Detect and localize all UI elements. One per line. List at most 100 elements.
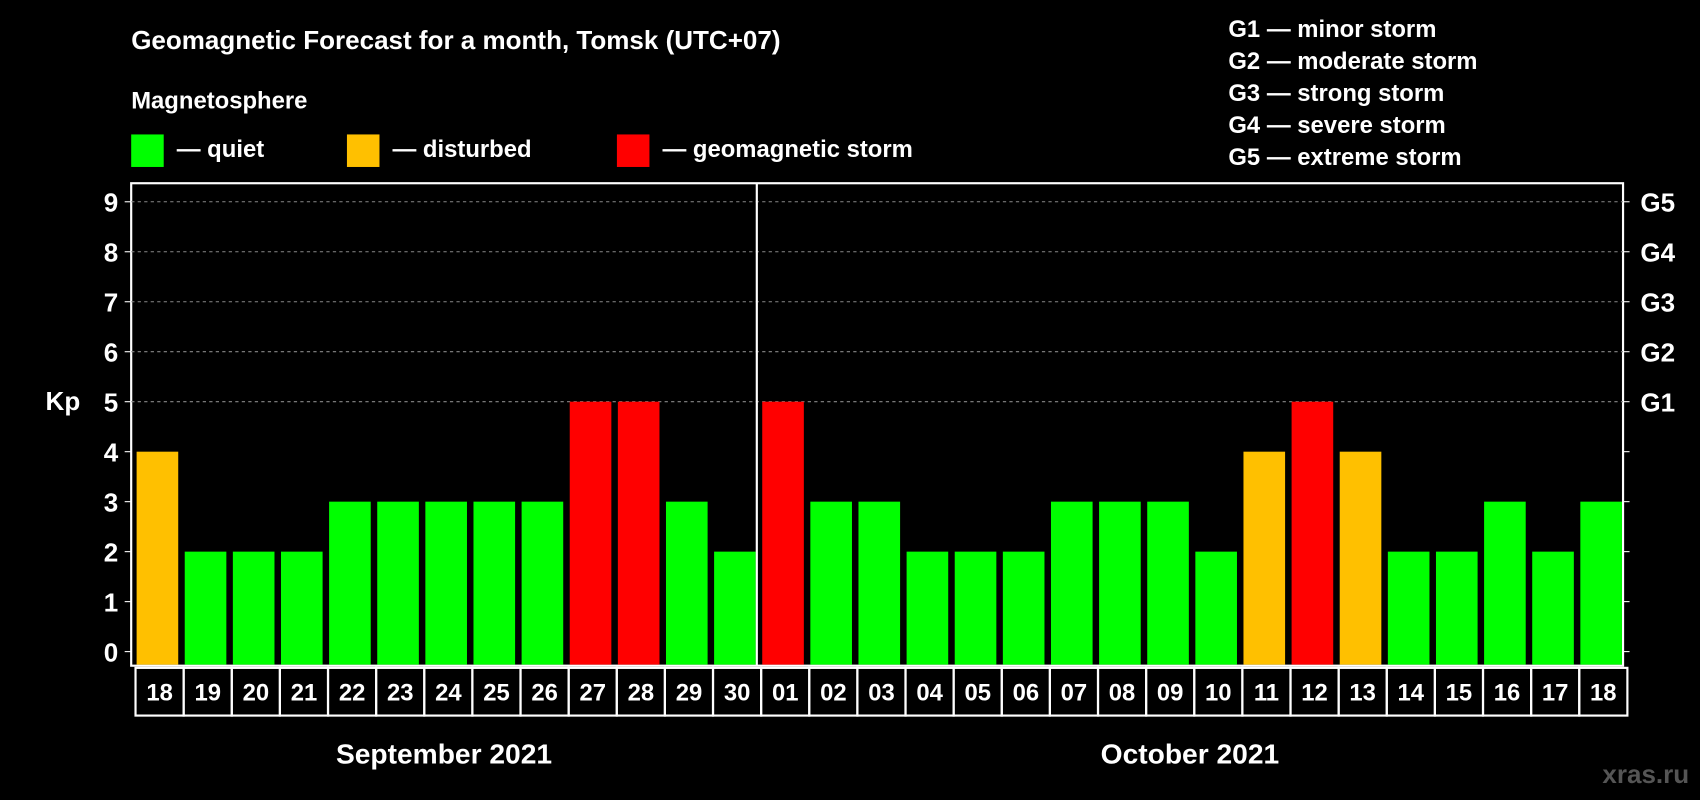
x-tick-label: 17 xyxy=(1542,679,1569,706)
bar-02 xyxy=(810,501,852,665)
y-axis-label: Kp xyxy=(46,386,81,416)
legend-label: — geomagnetic storm xyxy=(662,136,912,163)
bar-04 xyxy=(906,551,949,665)
legend-swatch xyxy=(346,134,380,167)
y-tick-label: 9 xyxy=(104,188,118,218)
right-tick-label: G1 xyxy=(1640,387,1675,417)
x-tick-label: 25 xyxy=(483,679,510,706)
legend-swatch xyxy=(616,134,650,167)
bar-01 xyxy=(762,401,804,665)
x-tick-label: 03 xyxy=(868,679,895,706)
storm-scale-item: G3 — strong storm xyxy=(1228,80,1444,107)
x-tick-label: 15 xyxy=(1446,679,1473,706)
x-tick-label: 20 xyxy=(243,679,270,706)
y-tick-label: 5 xyxy=(104,387,118,417)
watermark: xras.ru xyxy=(1602,759,1689,789)
storm-scale-item: G2 — moderate storm xyxy=(1228,48,1477,75)
bar-25 xyxy=(473,501,516,665)
right-tick-label: G5 xyxy=(1640,188,1675,218)
x-tick-label: 26 xyxy=(531,679,558,706)
x-tick-label: 16 xyxy=(1494,679,1521,706)
storm-scale-item: G4 — severe storm xyxy=(1228,112,1445,139)
x-tick-label: 22 xyxy=(339,679,366,706)
bar-20 xyxy=(232,551,275,665)
right-tick-label: G2 xyxy=(1640,337,1675,367)
bar-18 xyxy=(1580,501,1622,665)
bar-13 xyxy=(1339,451,1382,665)
bar-26 xyxy=(521,501,564,665)
y-tick-label: 3 xyxy=(104,487,118,517)
bar-15 xyxy=(1435,551,1478,665)
x-tick-label: 01 xyxy=(772,679,799,706)
right-tick-label: G3 xyxy=(1640,287,1675,317)
x-tick-label: 05 xyxy=(964,679,991,706)
x-tick-label: 04 xyxy=(916,679,943,706)
x-tick-label: 18 xyxy=(146,679,173,706)
chart-subtitle: Magnetosphere xyxy=(131,87,307,114)
x-tick-label: 27 xyxy=(579,679,606,706)
bar-21 xyxy=(280,551,323,665)
bar-05 xyxy=(954,551,997,665)
bar-08 xyxy=(1099,501,1141,665)
y-tick-label: 0 xyxy=(104,637,118,667)
right-tick-label: G4 xyxy=(1640,238,1675,268)
x-tick-label: 06 xyxy=(1013,679,1040,706)
bar-07 xyxy=(1050,501,1093,665)
plot-frame xyxy=(130,182,1625,667)
x-tick-label: 21 xyxy=(291,679,318,706)
x-tick-label: 09 xyxy=(1157,679,1184,706)
bar-18 xyxy=(136,451,179,665)
bar-10 xyxy=(1195,551,1237,665)
y-tick-label: 1 xyxy=(104,587,118,617)
x-tick-label: 14 xyxy=(1398,679,1425,706)
storm-scale-item: G1 — minor storm xyxy=(1228,16,1436,43)
bar-29 xyxy=(665,501,708,665)
x-tick-label: 12 xyxy=(1301,679,1328,706)
legend: — quiet — disturbed — geomagnetic storm xyxy=(131,134,913,167)
legend-swatch xyxy=(131,134,164,167)
date-cell xyxy=(1578,666,1629,717)
bar-23 xyxy=(377,501,419,665)
bar-30 xyxy=(714,551,756,665)
storm-scale-item: G5 — extreme storm xyxy=(1228,144,1461,171)
x-tick-label: 18 xyxy=(1590,679,1617,706)
bar-09 xyxy=(1147,501,1189,665)
bar-16 xyxy=(1484,501,1526,665)
x-tick-label: 24 xyxy=(435,679,462,706)
x-tick-label: 30 xyxy=(724,679,751,706)
bar-17 xyxy=(1532,551,1574,665)
x-tick-label: 28 xyxy=(628,679,655,706)
x-tick-label: 10 xyxy=(1205,679,1232,706)
y-tick-label: 8 xyxy=(104,238,118,268)
y-tick-label: 2 xyxy=(104,537,118,567)
y-tick-label: 6 xyxy=(104,337,118,367)
bar-03 xyxy=(858,501,901,665)
bar-24 xyxy=(425,501,467,665)
x-tick-label: 02 xyxy=(820,679,847,706)
bar-28 xyxy=(617,401,660,665)
x-tick-label: 13 xyxy=(1349,679,1376,706)
y-tick-label: 4 xyxy=(104,437,119,467)
x-tick-label: 23 xyxy=(387,679,414,706)
month-label: September 2021 xyxy=(336,737,552,769)
bar-11 xyxy=(1243,451,1286,665)
x-tick-label: 19 xyxy=(194,679,221,706)
bar-12 xyxy=(1291,401,1334,665)
x-tick-label: 08 xyxy=(1109,679,1136,706)
storm-scale-legend: G1 — minor storm G2 — moderate storm G3 — … xyxy=(1228,16,1477,171)
legend-label: — quiet xyxy=(177,136,264,163)
x-tick-label: 11 xyxy=(1254,679,1279,706)
legend-label: — disturbed xyxy=(392,136,531,163)
x-tick-label: 29 xyxy=(676,679,703,706)
month-label: October 2021 xyxy=(1101,737,1280,769)
bar-06 xyxy=(1002,551,1045,665)
bar-19 xyxy=(184,551,227,665)
chart-title: Geomagnetic Forecast for a month, Tomsk … xyxy=(131,25,780,55)
bar-22 xyxy=(329,501,371,665)
x-tick-label: 07 xyxy=(1061,679,1088,706)
y-tick-label: 7 xyxy=(104,287,118,317)
bar-27 xyxy=(569,401,612,665)
